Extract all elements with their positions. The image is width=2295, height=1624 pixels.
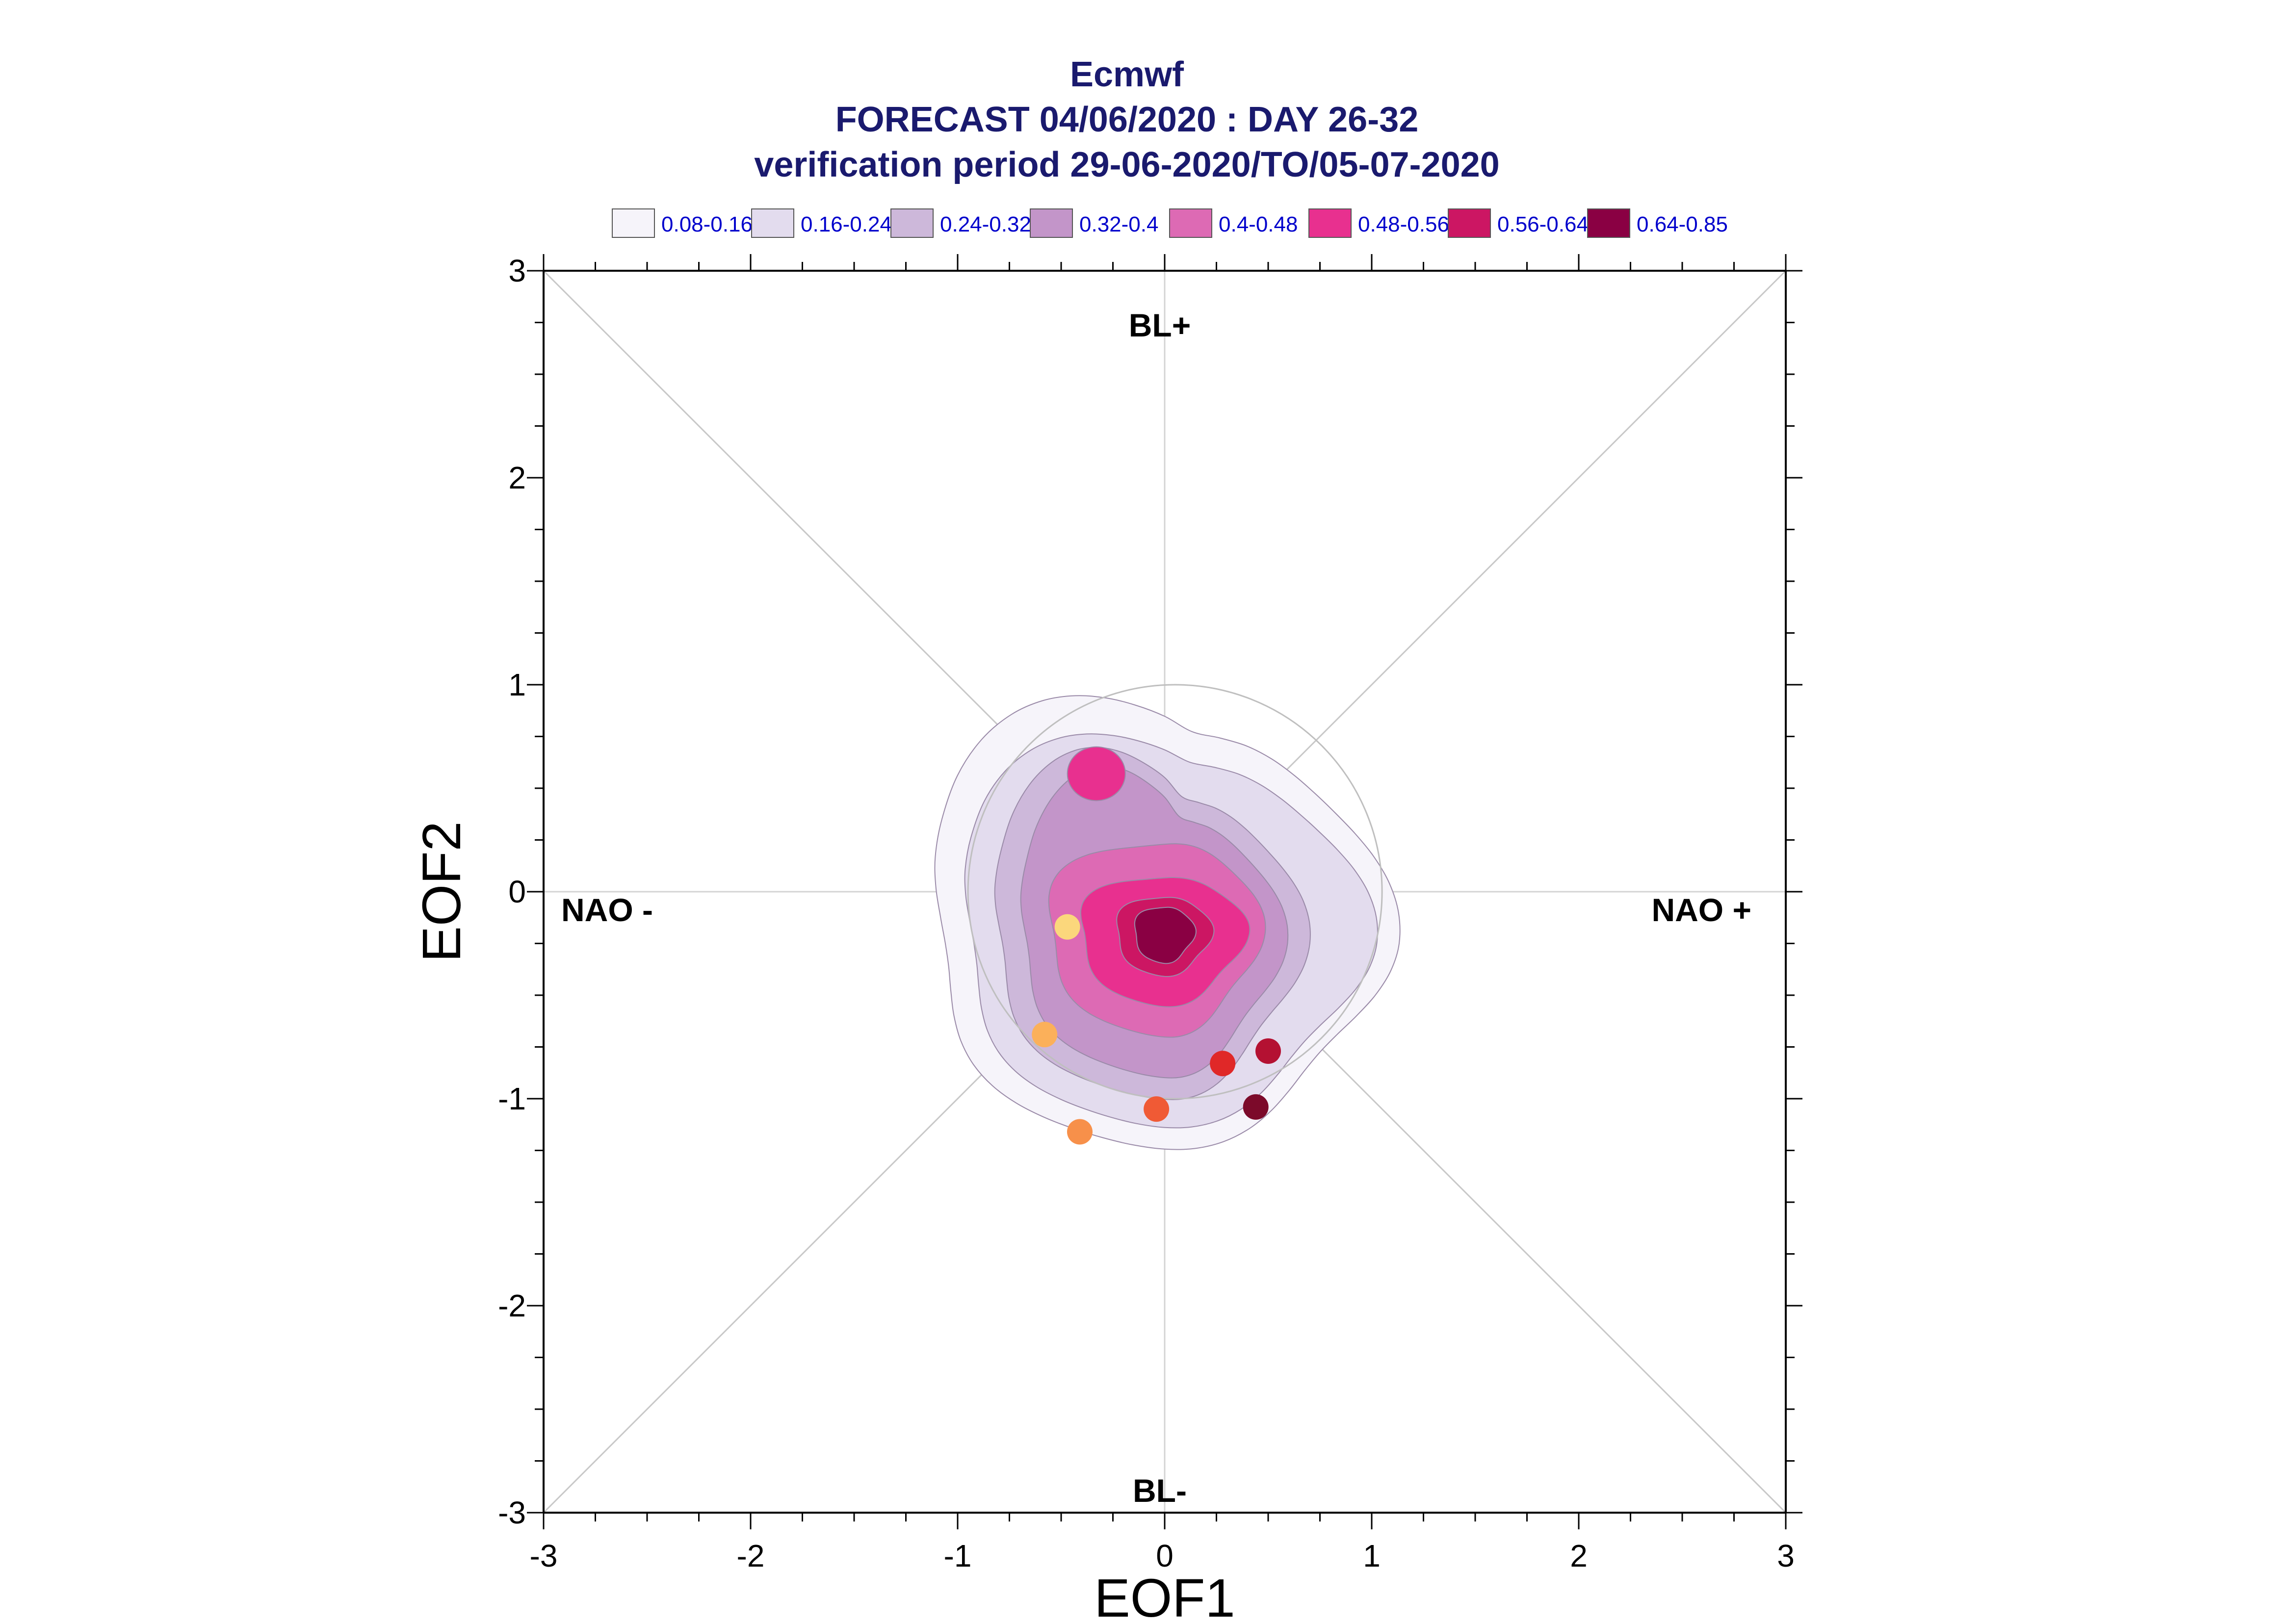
density-outer-circle [967,684,1383,1100]
region-label-nao-plus: NAO + [1651,892,1751,928]
legend-swatch [1308,208,1352,238]
tick-labels: -3 -2 -1 0 1 2 3 -3 -2 -1 0 1 2 3 [498,253,1795,1573]
legend: 0.08-0.16 0.16-0.24 0.24-0.32 0.32-0.4 0.4-0… [612,208,1728,238]
plot-area: -3 -2 -1 0 1 2 3 -3 -2 -1 0 1 2 3 [498,253,1802,1573]
legend-label: 0.64-0.85 [1637,212,1728,236]
region-label-bl-plus: BL+ [1129,307,1191,343]
y-tick-label: 2 [508,460,526,495]
axis-ticks [527,254,1802,1529]
chart-title-line-1: Ecmwf [1070,55,1184,94]
legend-label: 0.24-0.32 [940,212,1031,236]
x-tick-label: -2 [737,1538,765,1573]
legend-swatch [890,208,934,238]
legend-swatch [1169,208,1212,238]
density-contour-level [1134,906,1197,964]
y-axis-title: EOF2 [412,821,472,962]
legend-swatch [1030,208,1073,238]
density-contour-secondary [1067,746,1126,801]
legend-swatch [1448,208,1491,238]
x-axis-title: EOF1 [1094,1568,1235,1624]
member-point [1255,1038,1281,1064]
region-label-bl-minus: BL- [1133,1472,1187,1509]
x-tick-label: 1 [1363,1538,1381,1573]
member-point [1054,914,1080,940]
legend-swatch [751,208,794,238]
chart-title-line-2: FORECAST 04/06/2020 : DAY 26-32 [835,100,1419,139]
legend-label: 0.16-0.24 [801,212,892,236]
y-tick-label: -3 [498,1495,526,1530]
y-tick-label: -2 [498,1288,526,1323]
y-tick-label: 3 [508,253,526,288]
y-tick-label: 0 [508,874,526,909]
x-tick-label: 2 [1570,1538,1588,1573]
legend-label: 0.32-0.4 [1079,212,1158,236]
legend-swatch [612,208,655,238]
y-tick-label: -1 [498,1081,526,1116]
member-point [1243,1094,1269,1120]
y-tick-label: 1 [508,667,526,702]
density-contours [934,684,1401,1150]
legend-label: 0.08-0.16 [661,212,753,236]
legend-swatch [1587,208,1630,238]
x-tick-label: -1 [944,1538,972,1573]
member-point [1067,1119,1093,1145]
member-point [1032,1022,1058,1048]
x-tick-label: 3 [1777,1538,1795,1573]
region-label-nao-minus: NAO - [561,892,653,928]
x-tick-label: -3 [530,1538,558,1573]
member-points [1032,914,1281,1145]
member-point [1210,1051,1236,1077]
legend-label: 0.48-0.56 [1358,212,1449,236]
member-point [1144,1096,1170,1122]
x-tick-label: 0 [1156,1538,1174,1573]
chart-title-line-3: verification period 29-06-2020/TO/05-07-… [754,145,1499,184]
legend-label: 0.56-0.64 [1497,212,1589,236]
legend-label: 0.4-0.48 [1219,212,1298,236]
